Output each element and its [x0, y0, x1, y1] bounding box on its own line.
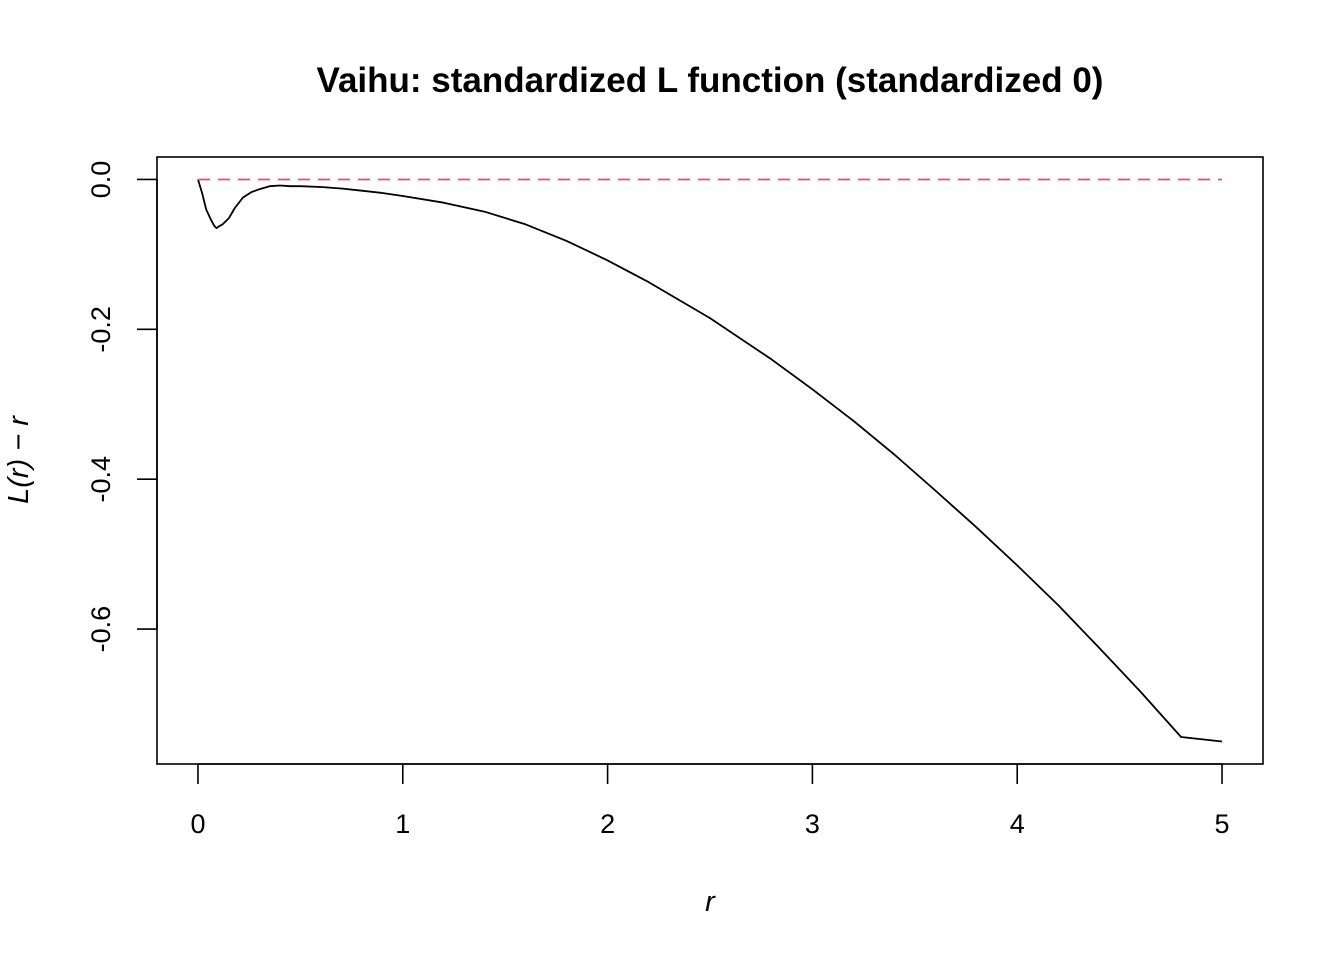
y-axis-label: L(r) − r: [3, 415, 35, 504]
plot-frame: [156, 156, 1264, 765]
chart-title: Vaihu: standardized L function (standard…: [317, 61, 1104, 100]
y-tick-label: -0.2: [86, 306, 116, 353]
x-axis: 0 1 2 3 4 5: [190, 763, 1230, 839]
y-axis: 0.0 -0.2 -0.4 -0.6: [86, 161, 158, 653]
y-tick-label: -0.4: [86, 456, 116, 503]
x-tick-label: 0: [190, 809, 205, 839]
x-tick-label: 5: [1215, 809, 1230, 839]
y-tick-label: -0.6: [86, 606, 116, 653]
series-line-solid: [197, 179, 1223, 743]
y-tick-label: 0.0: [86, 161, 116, 199]
series-layer: [197, 178, 1223, 743]
x-tick-label: 1: [395, 809, 410, 839]
x-tick-label: 4: [1010, 809, 1025, 839]
x-axis-label: r: [705, 886, 716, 918]
x-tick-label: 2: [600, 809, 615, 839]
x-tick-label: 3: [805, 809, 820, 839]
